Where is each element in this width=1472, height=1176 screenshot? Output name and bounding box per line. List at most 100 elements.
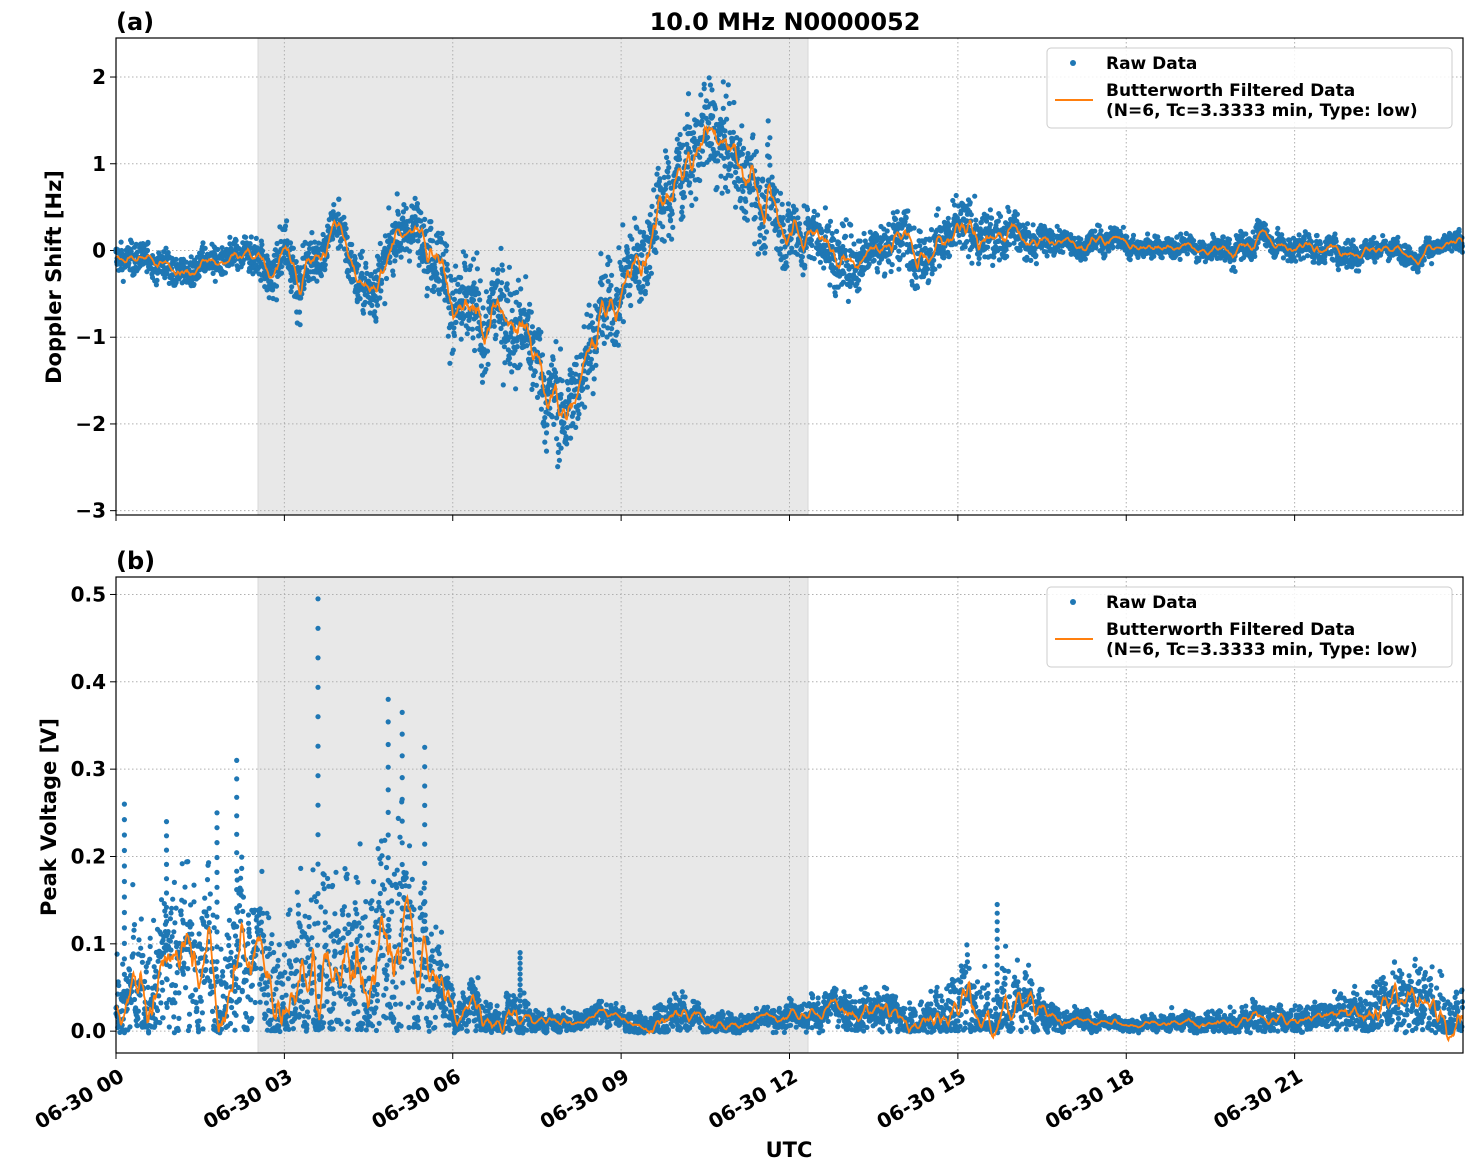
raw-data-point [471, 257, 476, 262]
raw-data-point [598, 251, 603, 256]
raw-data-point [465, 331, 470, 336]
raw-data-point [140, 953, 145, 958]
raw-data-point [395, 191, 400, 196]
raw-data-point [762, 236, 767, 241]
raw-data-point [629, 237, 634, 242]
raw-data-point [741, 146, 746, 151]
raw-data-point [802, 265, 807, 270]
raw-data-point [336, 212, 341, 217]
raw-data-point [496, 267, 501, 272]
raw-data-point [476, 291, 481, 296]
raw-data-point [780, 239, 785, 244]
raw-data-point [743, 199, 748, 204]
raw-data-point [1083, 256, 1088, 261]
raw-data-point [849, 233, 854, 238]
raw-data-point [918, 229, 923, 234]
raw-data-point [534, 383, 539, 388]
raw-data-point [551, 357, 556, 362]
y-tick-label: 0 [92, 238, 106, 262]
raw-data-point [663, 148, 668, 153]
raw-data-point [566, 387, 571, 392]
raw-data-point [616, 245, 621, 250]
raw-data-point [739, 123, 744, 128]
raw-data-point [670, 225, 675, 230]
raw-data-point [989, 216, 994, 221]
raw-data-point [424, 293, 429, 298]
raw-data-point [289, 289, 294, 294]
raw-data-point [896, 267, 901, 272]
raw-data-point [654, 172, 659, 177]
raw-data-point [571, 410, 576, 415]
raw-data-point [846, 299, 851, 304]
raw-data-point [297, 310, 302, 315]
raw-data-point [843, 248, 848, 253]
raw-data-point [349, 242, 354, 247]
raw-data-point [1221, 234, 1226, 239]
raw-data-point [627, 292, 632, 297]
raw-data-point [451, 325, 456, 330]
raw-data-point [430, 238, 435, 243]
x-tick-label: 06-30 09 [536, 1064, 634, 1134]
raw-data-point [745, 218, 750, 223]
y-tick-label: 0.1 [71, 932, 106, 956]
raw-data-point [988, 207, 993, 212]
raw-data-point [1110, 245, 1115, 250]
raw-data-point [678, 132, 683, 137]
raw-data-point [200, 240, 205, 245]
raw-data-point [537, 336, 542, 341]
raw-data-point [535, 395, 540, 400]
raw-data-point [127, 967, 132, 972]
raw-data-point [452, 297, 457, 302]
raw-data-point [145, 240, 150, 245]
raw-data-point [298, 322, 303, 327]
raw-data-point [407, 258, 412, 263]
raw-data-point [523, 274, 528, 279]
raw-data-point [115, 952, 120, 957]
raw-data-point [589, 357, 594, 362]
legend-label-filtered: Butterworth Filtered Data [1106, 81, 1355, 101]
raw-data-point [889, 269, 894, 274]
raw-data-point [542, 440, 547, 445]
raw-data-point [786, 201, 791, 206]
raw-data-point [985, 245, 990, 250]
raw-data-point [697, 178, 702, 183]
raw-data-point [386, 205, 391, 210]
raw-data-point [499, 280, 504, 285]
raw-data-point [1380, 233, 1385, 238]
raw-data-point [538, 330, 543, 335]
raw-data-point [428, 226, 433, 231]
raw-data-point [767, 135, 772, 140]
raw-data-point [234, 238, 239, 243]
raw-data-point [1004, 247, 1009, 252]
raw-data-point [1098, 228, 1103, 233]
raw-data-point [1457, 227, 1462, 232]
raw-data-point [486, 362, 491, 367]
raw-data-point [505, 287, 510, 292]
raw-data-point [485, 349, 490, 354]
raw-data-point [740, 189, 745, 194]
raw-data-point [1018, 248, 1023, 253]
raw-data-point [1318, 241, 1323, 246]
raw-data-point [415, 238, 420, 243]
raw-data-point [1034, 261, 1039, 266]
raw-data-point [375, 303, 380, 308]
raw-data-point [575, 416, 580, 421]
raw-data-point [725, 189, 730, 194]
raw-data-point [818, 260, 823, 265]
raw-data-point [666, 165, 671, 170]
raw-data-point [549, 362, 554, 367]
raw-data-point [319, 273, 324, 278]
raw-data-point [1243, 231, 1248, 236]
raw-data-point [1178, 257, 1183, 262]
raw-data-point [533, 369, 538, 374]
raw-data-point [841, 223, 846, 228]
raw-data-point [648, 212, 653, 217]
raw-data-point [1202, 242, 1207, 247]
raw-data-point [582, 324, 587, 329]
raw-data-point [274, 297, 279, 302]
raw-data-point [677, 157, 682, 162]
x-tick-label: 06-30 18 [1041, 1064, 1139, 1134]
raw-data-point [669, 237, 674, 242]
raw-data-point [1322, 260, 1327, 265]
